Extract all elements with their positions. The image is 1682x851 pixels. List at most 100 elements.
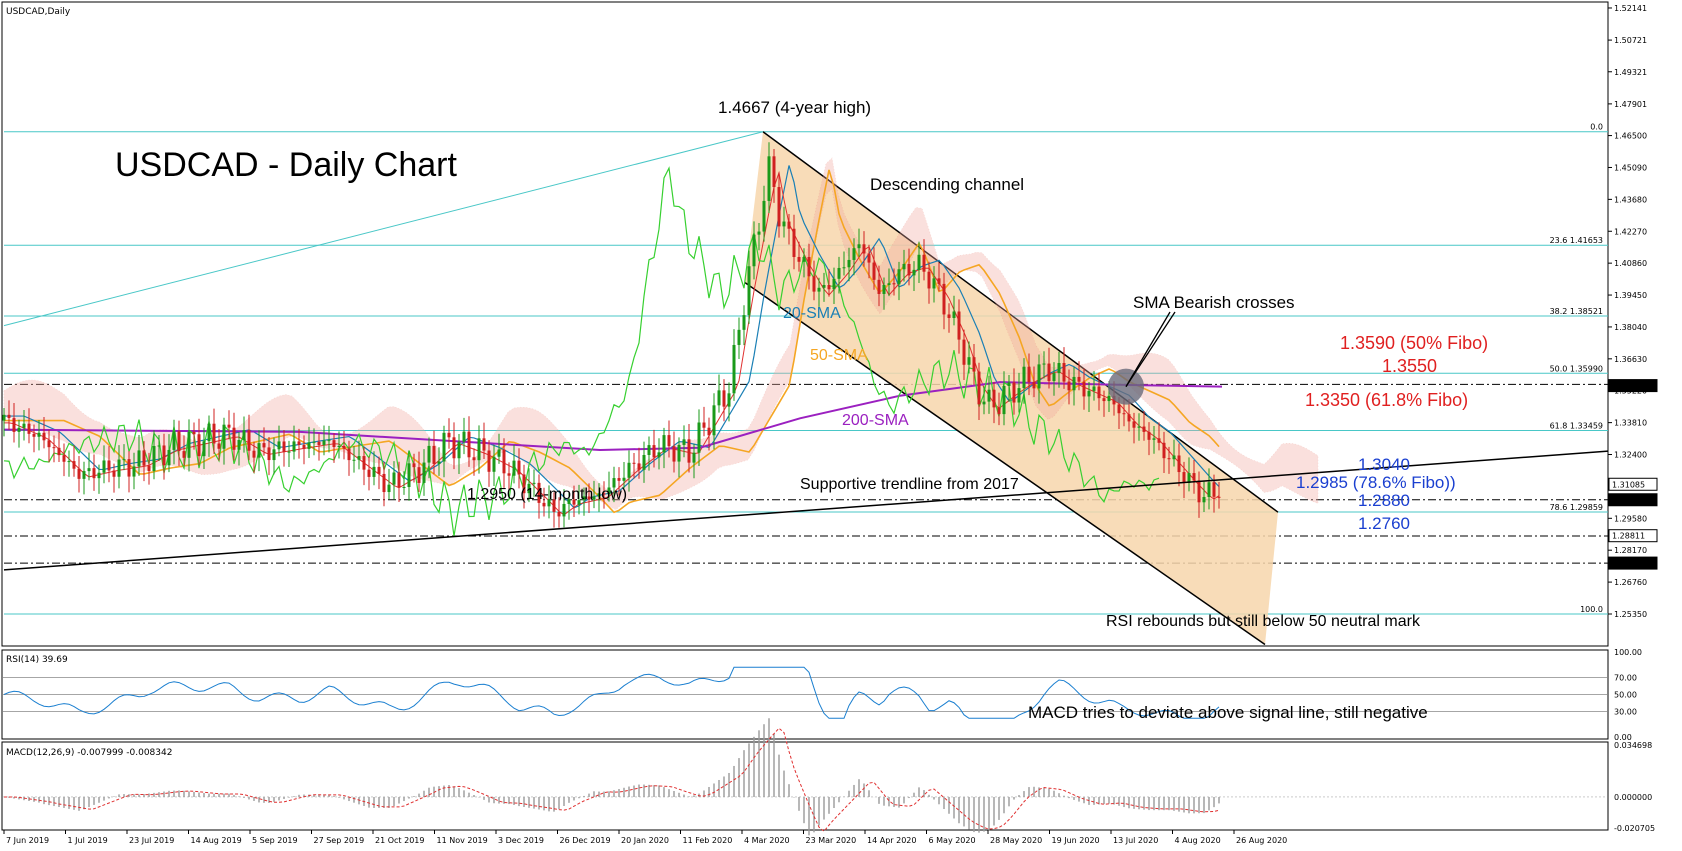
y-tick-label: 1.45090 [1614, 163, 1647, 172]
candle-body [517, 460, 521, 475]
x-tick-label: 4 Mar 2020 [744, 836, 790, 845]
candle-body [12, 418, 16, 432]
macd-tick-label: 0.000000 [1614, 793, 1652, 802]
candle-body [712, 405, 716, 436]
y-tick-label: 1.49321 [1614, 68, 1647, 77]
candle-body [727, 393, 731, 407]
fib-level-label: 61.8 1.33459 [1550, 422, 1603, 431]
candle-body [1197, 480, 1201, 503]
chart-title: USDCAD - Daily Chart [115, 146, 457, 184]
x-tick-label: 19 Jun 2020 [1052, 836, 1100, 845]
candle-body [177, 431, 181, 452]
x-tick-label: 13 Jul 2020 [1113, 836, 1158, 845]
candle-body [372, 466, 376, 477]
macd-signal-line [4, 727, 1220, 832]
price-tag-label: 1.30400 [1612, 496, 1645, 505]
callout-line [1125, 311, 1171, 387]
candle-body [162, 445, 166, 466]
candle-body [1102, 398, 1106, 402]
candle-body [532, 482, 536, 484]
sma-50-line [4, 169, 1220, 514]
x-tick-label: 4 Aug 2020 [1175, 836, 1221, 845]
candle-body [602, 493, 606, 495]
candle-body [42, 432, 46, 441]
y-tick-label: 1.46500 [1614, 132, 1647, 141]
candle-body [237, 440, 241, 450]
lagging-span-line [3, 166, 1160, 537]
macd-tick-label: -0.020705 [1614, 824, 1655, 833]
candle-body [37, 432, 41, 437]
candle-body [892, 283, 896, 285]
candle-body [1207, 482, 1211, 497]
candle-body [897, 269, 901, 285]
candle-body [987, 389, 991, 402]
candle-body [1202, 496, 1206, 503]
rsi-tick-label: 0.00 [1614, 733, 1632, 742]
candle-body [567, 499, 571, 504]
annotation-1-3550: 1.3550 [1382, 356, 1437, 376]
candle-body [1062, 362, 1066, 382]
sma-20-line [4, 165, 1220, 509]
candle-body [1037, 364, 1041, 389]
price-tag-label: 1.27600 [1612, 559, 1645, 568]
symbol-label: USDCAD,Daily [6, 7, 71, 17]
annotation-14-month-low: 1.2950 (14-month low) [467, 486, 627, 503]
candle-body [477, 438, 481, 461]
candle-body [1087, 390, 1091, 397]
candle-body [912, 269, 916, 276]
x-tick-label: 21 Oct 2019 [375, 836, 424, 845]
candle-body [482, 438, 486, 451]
candle-body [1142, 426, 1146, 432]
candle-body [1177, 455, 1181, 473]
price-tag-box [1608, 556, 1658, 570]
x-tick-label: 7 Jun 2019 [6, 836, 49, 845]
candle-body [737, 329, 741, 345]
y-tick-label: 1.33810 [1614, 419, 1647, 428]
candle-body [242, 430, 246, 441]
fibonacci-levels: 0.0 23.6 1.41653 38.2 1.38521 50.0 1.35990 6… [4, 123, 1608, 615]
candle-body [612, 478, 616, 488]
candle-body [772, 156, 776, 188]
candle-body [592, 496, 596, 500]
candle-body [637, 463, 641, 470]
candle-body [622, 477, 626, 481]
supportive-trendline [3, 450, 1609, 571]
y-tick-label: 1.39450 [1614, 291, 1647, 300]
candle-body [457, 441, 461, 459]
candle-body [302, 444, 306, 449]
candle-body [227, 424, 231, 428]
indicator-lines [3, 165, 1223, 537]
candle-body [917, 254, 921, 270]
price-tag-box [1608, 493, 1658, 507]
x-tick-label: 14 Apr 2020 [867, 836, 916, 845]
candle-body [1122, 413, 1126, 415]
candle-body [492, 456, 496, 472]
annotation-78-6-fibo: 1.2985 (78.6% Fibo)) [1296, 473, 1456, 492]
fast-ma-line [4, 170, 1220, 516]
candle-body [1092, 386, 1096, 391]
fib-level-label: 100.0 [1580, 605, 1603, 614]
candle-body [812, 276, 816, 292]
candle-body [942, 283, 946, 315]
candle-body [262, 443, 266, 448]
x-tick-label: 11 Nov 2019 [437, 836, 488, 845]
candle-body [762, 200, 766, 232]
candle-body [537, 482, 541, 503]
x-tick-label: 23 Mar 2020 [806, 836, 857, 845]
candle-body [722, 390, 726, 407]
candle-body [1217, 496, 1221, 498]
candle-body [142, 450, 146, 466]
y-tick-label: 1.36630 [1614, 355, 1647, 364]
candle-body [487, 450, 491, 472]
candle-body [852, 248, 856, 260]
candle-body [732, 344, 736, 394]
candle-body [272, 449, 276, 461]
label-20-sma: 20-SMA [783, 305, 841, 322]
channel-fill [745, 131, 1278, 645]
candle-body [252, 450, 256, 458]
candle-body [947, 314, 951, 318]
candle-body [902, 263, 906, 270]
candle-body [347, 448, 351, 461]
y-tick-label: 1.50721 [1614, 36, 1647, 45]
candle-body [552, 499, 556, 512]
